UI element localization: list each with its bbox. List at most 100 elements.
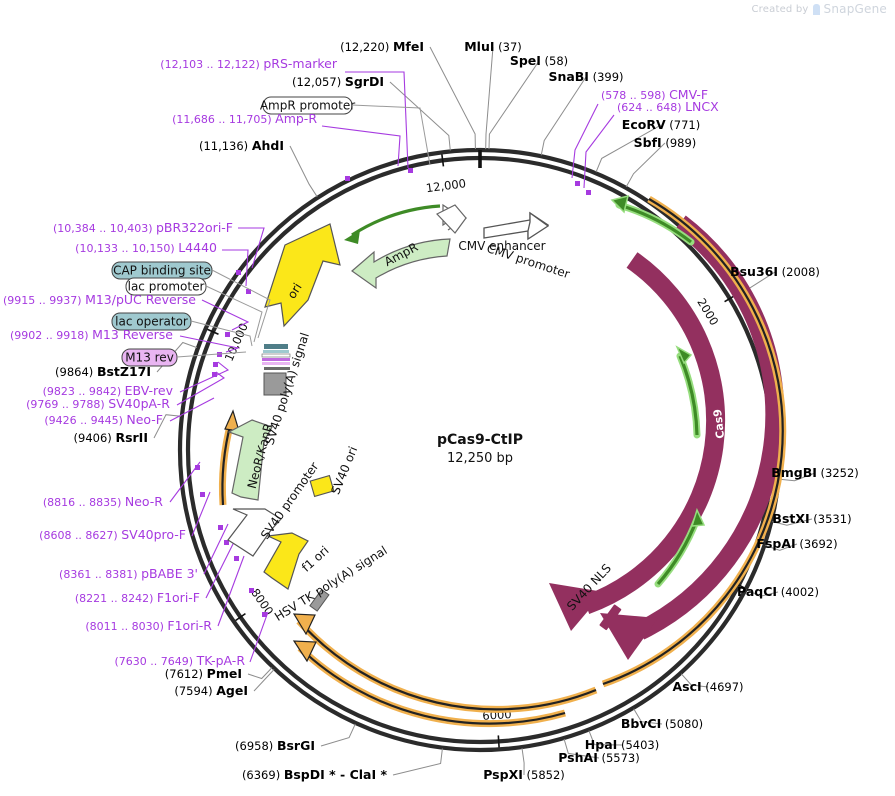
boxed-feature-label: CAP binding site <box>111 261 213 280</box>
enzyme-leader <box>488 60 540 150</box>
enzyme-label: HpaI (5403) <box>585 737 659 752</box>
feature-leader <box>169 461 201 503</box>
feature-leader <box>203 523 229 575</box>
orange-arc-bottom-2 <box>292 640 566 728</box>
feature-leader <box>179 361 230 393</box>
feature-labels: (12,103 .. 12,122) pRS-marker (11,686 .. … <box>3 56 719 668</box>
feature-label-text: (9915 .. 9937) M13/pUC Reverse <box>3 292 196 307</box>
feature-label: (8221 .. 8242) F1ori-F <box>75 590 200 605</box>
feature-leader <box>222 249 249 287</box>
feature-label-text: (9902 .. 9918) M13 Reverse <box>10 327 173 342</box>
feature-label: (9769 .. 9788) SV40pA-R <box>26 396 170 411</box>
enzyme-label-text: (6958) BsrGI <box>235 738 315 753</box>
feature-label: (8816 .. 8835) Neo-R <box>43 494 163 509</box>
boxed-feature-text: CAP binding site <box>113 264 211 278</box>
ampr-green-primer <box>344 204 441 244</box>
inner-feature-label: CMV enhancer <box>458 239 545 253</box>
feature-label: (12,103 .. 12,122) pRS-marker <box>160 56 338 71</box>
enzyme-label: SbfI (989) <box>634 135 697 150</box>
feature-site-tick <box>217 352 222 357</box>
enzyme-label: (11,136) AhdI <box>199 138 284 153</box>
enzyme-label: Bsu36I (2008) <box>730 264 820 279</box>
feature-site-tick <box>234 556 239 561</box>
f1-ori-arrow <box>263 532 309 590</box>
enzyme-leader <box>247 667 273 680</box>
feature-site-tick <box>224 540 229 545</box>
enzyme-label-text: SbfI (989) <box>634 135 697 150</box>
hsv-tk-polya-block <box>309 588 330 612</box>
feature-leader <box>176 371 225 406</box>
feature-label: (8361 .. 8381) pBABE 3' <box>59 566 198 581</box>
feature-site-tick <box>408 168 413 173</box>
feature-label-text: (8816 .. 8835) Neo-R <box>43 494 163 509</box>
feature-label-text: (8608 .. 8627) SV40pro-F <box>39 527 186 542</box>
feature-site-tick <box>246 289 251 294</box>
sv40-polya-gray-block <box>263 372 287 396</box>
sv40-nls-block <box>599 604 622 631</box>
enzyme-label-text: (9864) BstZ17I <box>55 364 151 379</box>
enzyme-label: (9406) RsrII <box>74 430 148 445</box>
enzyme-leader <box>485 46 494 150</box>
boxed-feature-leader <box>205 285 263 343</box>
enzyme-leader <box>779 472 816 482</box>
feature-label-text: (12,103 .. 12,122) pRS-marker <box>160 56 338 71</box>
enzyme-label-text: PspXI (5852) <box>483 767 565 782</box>
feature-label: (9915 .. 9937) M13/pUC Reverse <box>3 292 196 307</box>
feature-label-text: (10,133 .. 10,150) L4440 <box>75 240 217 255</box>
enzyme-label: (12,057) SgrDI <box>292 74 384 89</box>
enzyme-label-text: AscI (4697) <box>672 679 743 694</box>
enzyme-label-text: PaqCI (4002) <box>737 584 819 599</box>
enzyme-label: SnaBI (399) <box>548 69 623 84</box>
enzyme-labels: (12,220) MfeI MluI (37)SpeI (58)SnaBI (39… <box>55 39 859 782</box>
feature-site-tick <box>249 588 254 593</box>
orange-arc-bottom <box>292 613 598 713</box>
inner-feature-label: SV40 promoter <box>258 460 321 542</box>
enzyme-label: (6958) BsrGI <box>235 738 315 753</box>
ruler-tick <box>235 612 246 622</box>
feature-site-tick <box>586 190 591 195</box>
ruler-tick <box>441 154 445 167</box>
feature-label: (9426 .. 9445) Neo-F <box>44 412 163 427</box>
enzyme-leader <box>563 738 600 759</box>
enzyme-leader <box>633 708 663 725</box>
enzyme-leader <box>392 748 443 776</box>
enzyme-leader <box>625 142 666 188</box>
plasmid-size: 12,250 bp <box>447 451 513 466</box>
feature-label: (10,384 .. 10,403) pBR322ori-F <box>53 220 233 235</box>
feature-site-tick <box>195 465 200 470</box>
feature-label-text: (8221 .. 8242) F1ori-F <box>75 590 200 605</box>
feature-site-tick <box>212 372 217 377</box>
enzyme-label-text: BmgBI (3252) <box>771 465 859 480</box>
feature-label: (11,686 .. 11,705) Amp-R <box>172 111 317 126</box>
feature-label-text: (578 .. 598) CMV-F <box>601 87 708 102</box>
feature-label-text: (9769 .. 9788) SV40pA-R <box>26 396 170 411</box>
enzyme-label-text: (11,136) AhdI <box>199 138 284 153</box>
cmv-promoter-arrow <box>527 211 550 241</box>
enzyme-label: BstXI (3531) <box>772 511 851 526</box>
enzyme-label-text: (9406) RsrII <box>74 430 148 445</box>
boxed-feature-leader <box>190 320 253 347</box>
enzyme-label-text: Bsu36I (2008) <box>730 264 820 279</box>
inner-feature-label: SV40 ori <box>328 444 360 496</box>
feature-label-text: (9823 .. 9842) EBV-rev <box>43 383 174 398</box>
snapgene-logo-icon <box>812 3 820 15</box>
feature-leader <box>321 125 401 167</box>
feature-label: (7630 .. 7649) TK-pA-R <box>115 653 246 668</box>
boxed-feature-leader <box>351 104 431 166</box>
enzyme-label: PaqCI (4002) <box>737 584 819 599</box>
stacked-feature-blocks <box>261 344 291 370</box>
feature-leader <box>201 299 250 331</box>
feature-leader <box>205 539 236 599</box>
enzyme-label-text: BbvCI (5080) <box>621 716 703 731</box>
feature-label-text: (7630 .. 7649) TK-pA-R <box>115 653 246 668</box>
ampr-feature-arrow <box>351 203 468 290</box>
boxed-feature-text: M13 rev <box>125 351 174 365</box>
enzyme-leader <box>289 145 318 198</box>
enzyme-label: FspAI (3692) <box>756 536 837 551</box>
boxed-feature-label: M13 rev <box>121 348 178 367</box>
enzyme-label-text: SpeI (58) <box>510 53 568 68</box>
enzyme-label: (12,220) MfeI <box>340 39 424 54</box>
enzyme-leader <box>680 673 709 688</box>
